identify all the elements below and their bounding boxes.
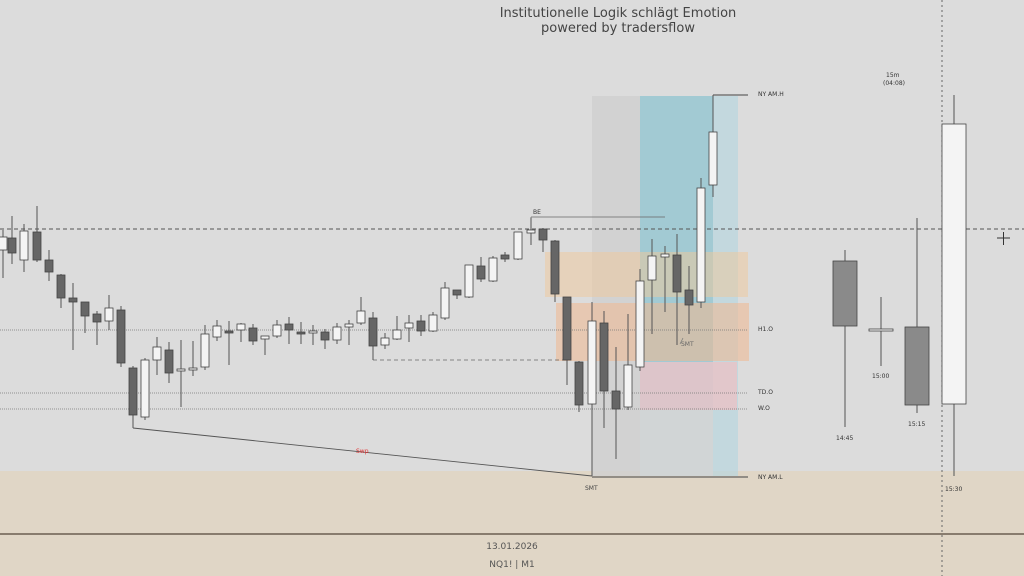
candle	[320, 329, 330, 349]
candle	[672, 234, 682, 345]
candle	[80, 301, 90, 333]
htf-time-label-1515: 15:15	[908, 421, 926, 428]
candle	[284, 317, 294, 344]
candle	[464, 264, 474, 298]
candle	[344, 320, 354, 345]
candle	[623, 314, 633, 410]
candle	[538, 228, 548, 252]
swept-label: Swp	[356, 448, 369, 455]
candle	[380, 333, 390, 349]
chart-subtitle: powered by tradersflow	[541, 21, 695, 36]
candle	[332, 323, 342, 344]
level-label-be: BE	[533, 209, 541, 216]
candle	[356, 297, 366, 325]
candle	[44, 250, 54, 281]
candle	[128, 366, 138, 428]
level-label-ny-am-h: NY AM.H	[758, 91, 784, 98]
candle	[647, 239, 657, 334]
candle	[176, 340, 186, 407]
candle	[488, 256, 498, 282]
htf-countdown: (04:08)	[883, 80, 905, 87]
chart-date: 13.01.2026	[486, 542, 538, 552]
candle	[904, 218, 930, 413]
candle	[272, 320, 282, 338]
candle	[941, 95, 967, 476]
htf-timeframe-label: 15m	[886, 72, 900, 79]
smt-divergence-line	[132, 427, 593, 477]
candle	[296, 322, 306, 344]
candle	[116, 306, 126, 367]
candle	[660, 246, 670, 312]
gray-zone-lower	[640, 410, 713, 476]
candle	[68, 283, 78, 350]
candle	[104, 295, 114, 330]
level-label-w-o: W.O	[758, 405, 770, 412]
crosshair-cursor-icon	[997, 232, 1010, 245]
candle	[416, 315, 426, 336]
level-label-ny-am-l: NY AM.L	[758, 474, 783, 481]
candle	[236, 323, 246, 342]
candle	[392, 316, 402, 340]
candle	[212, 320, 222, 341]
candle	[440, 282, 450, 320]
candle	[587, 302, 597, 476]
candle	[140, 358, 150, 420]
candle	[428, 312, 438, 332]
level-label-h1-o: H1.O	[758, 326, 773, 333]
candle	[526, 218, 536, 245]
candle	[599, 311, 609, 428]
htf-candles	[832, 95, 967, 476]
candle	[513, 231, 523, 260]
candle	[574, 361, 584, 412]
candle	[32, 206, 42, 262]
candle	[56, 274, 66, 308]
m1-candles	[0, 95, 718, 476]
smt-mid-pointer	[679, 337, 684, 345]
candle	[868, 297, 894, 366]
candle	[500, 252, 510, 262]
candle	[224, 321, 234, 365]
candle	[708, 95, 718, 197]
candle	[368, 312, 378, 360]
htf-time-label-1445: 14:45	[836, 435, 854, 442]
candle	[696, 178, 706, 308]
candle	[832, 250, 858, 427]
candle	[635, 269, 645, 371]
candle	[550, 240, 560, 302]
candle	[0, 230, 8, 278]
orange-fvg-upper	[545, 252, 748, 297]
candle	[684, 266, 694, 334]
level-label-td-o: TD.O	[758, 389, 773, 396]
candle	[19, 224, 29, 272]
htf-time-label-1500: 15:00	[872, 373, 890, 380]
candle	[152, 337, 162, 375]
candle	[188, 341, 198, 376]
candle	[92, 311, 102, 345]
candle	[404, 315, 414, 342]
smt-label-mid: SMT	[681, 341, 694, 348]
candle	[452, 289, 462, 299]
bottom-band	[0, 471, 1024, 576]
candle	[7, 216, 17, 264]
candle	[248, 324, 258, 345]
candle	[476, 257, 486, 282]
htf-time-label-1530: 15:30	[945, 486, 963, 493]
symbol-timeframe: NQ1! | M1	[489, 560, 535, 570]
candle	[164, 342, 174, 383]
candle	[260, 335, 270, 355]
candle	[308, 325, 318, 345]
pink-zone	[640, 362, 737, 410]
chart-title: Institutionelle Logik schlägt Emotion	[499, 6, 737, 21]
smt-label-low: SMT	[585, 485, 598, 492]
candle	[562, 296, 572, 385]
candle	[611, 347, 621, 459]
candle	[200, 325, 210, 370]
